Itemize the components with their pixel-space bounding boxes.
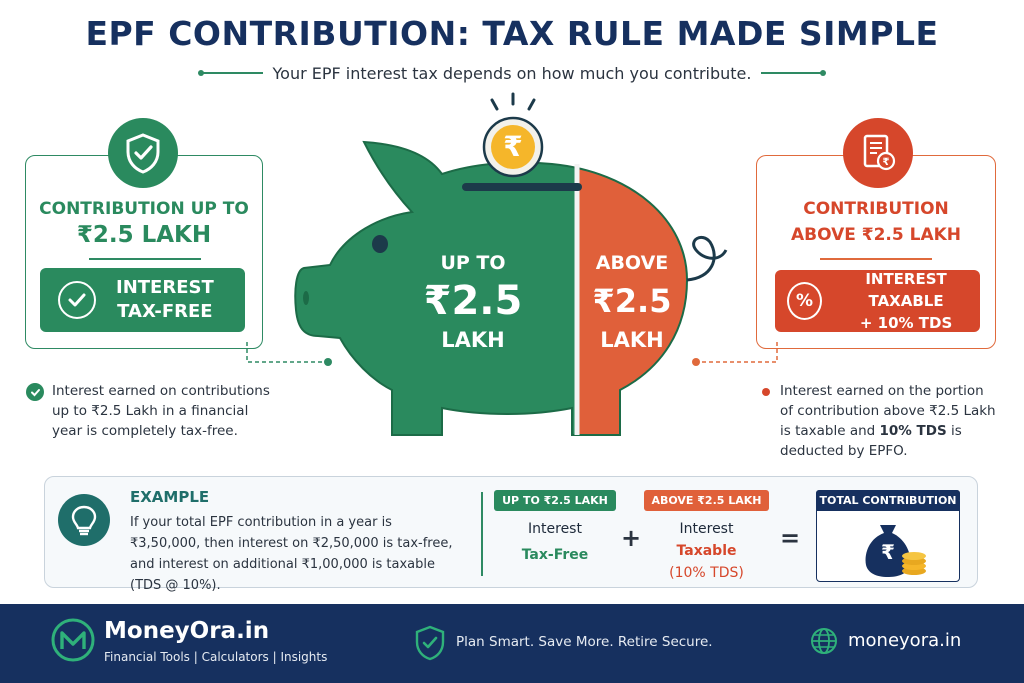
check-circle-icon bbox=[58, 281, 96, 319]
footer bbox=[0, 604, 1024, 683]
right-card-heading: CONTRIBUTION ABOVE ₹2.5 LAKH bbox=[756, 196, 996, 248]
right-heading-line2: ABOVE ₹2.5 LAKH bbox=[790, 225, 962, 245]
taxable-pill: % INTEREST TAXABLE + 10% TDS bbox=[775, 270, 980, 332]
coin-symbol: ₹ bbox=[503, 130, 523, 163]
left-heading-line2: ₹2.5 LAKH bbox=[76, 222, 212, 248]
equals-sign: = bbox=[780, 524, 801, 552]
right-note: Interest earned on the portion of contri… bbox=[780, 381, 1000, 461]
subtitle-row: Your EPF interest tax depends on how muc… bbox=[172, 62, 852, 84]
right-divider bbox=[820, 258, 932, 260]
right-note-part1: Interest earned on the portion of contri… bbox=[780, 383, 996, 439]
left-connector bbox=[246, 342, 332, 366]
total-tag: TOTAL CONTRIBUTION bbox=[816, 490, 960, 511]
check-icon bbox=[26, 383, 44, 401]
example-text: If your total EPF contribution in a year… bbox=[130, 515, 453, 593]
up-to-column: Interest Tax-Free bbox=[494, 518, 616, 566]
example-divider bbox=[481, 492, 483, 576]
piggy-orange-line2: ₹2.5 bbox=[592, 282, 672, 320]
website-link[interactable]: moneyora.in bbox=[848, 630, 962, 651]
decorative-line-left bbox=[197, 70, 263, 76]
decorative-line-right bbox=[761, 70, 827, 76]
footer-tagline: Plan Smart. Save More. Retire Secure. bbox=[456, 634, 713, 650]
left-divider bbox=[89, 258, 201, 260]
pill-line1: INTEREST TAXABLE bbox=[865, 270, 947, 310]
piggy-orange-label: ABOVE ₹2.5 LAKH bbox=[580, 250, 684, 354]
left-card-heading: CONTRIBUTION UP TO ₹2.5 LAKH bbox=[25, 196, 263, 248]
up-to-tag: UP TO ₹2.5 LAKH bbox=[494, 490, 616, 511]
page-title: EPF CONTRIBUTION: TAX RULE MADE SIMPLE bbox=[85, 14, 939, 53]
shield-check-icon bbox=[108, 118, 178, 188]
tax-document-icon: ₹ bbox=[843, 118, 913, 188]
svg-text:₹: ₹ bbox=[883, 157, 890, 168]
subtitle: Your EPF interest tax depends on how muc… bbox=[272, 63, 752, 83]
col1-line2: Tax-Free bbox=[521, 547, 589, 563]
tax-free-pill-text: INTEREST TAX-FREE bbox=[116, 276, 214, 324]
pill-line2: TAX-FREE bbox=[117, 301, 213, 322]
piggy-orange-line1: ABOVE bbox=[595, 252, 669, 274]
moneyora-logo-icon bbox=[51, 618, 95, 662]
col2-line3: (10% TDS) bbox=[669, 565, 744, 581]
col2-line2: Taxable bbox=[676, 543, 737, 559]
lightbulb-icon bbox=[58, 494, 110, 546]
right-note-part2: is deducted by EPFO. bbox=[780, 423, 962, 459]
left-heading-line1: CONTRIBUTION UP TO bbox=[39, 199, 249, 219]
above-tag: ABOVE ₹2.5 LAKH bbox=[644, 490, 769, 511]
col1-line1: Interest bbox=[528, 521, 582, 537]
bullet-dot bbox=[762, 388, 770, 396]
piggy-green-label: UP TO ₹2.5 LAKH bbox=[410, 250, 536, 354]
right-connector bbox=[692, 342, 778, 366]
pill-line2: + 10% TDS bbox=[859, 314, 953, 332]
col2-line1: Interest bbox=[679, 521, 734, 537]
brand-subtitle: Financial Tools | Calculators | Insights bbox=[104, 650, 328, 664]
shield-check-icon bbox=[415, 625, 445, 661]
above-column: Interest Taxable (10% TDS) bbox=[644, 518, 769, 584]
taxable-pill-text: INTEREST TAXABLE + 10% TDS bbox=[832, 268, 980, 334]
left-note: Interest earned on contributions up to ₹… bbox=[52, 383, 270, 439]
percent-icon: % bbox=[787, 282, 823, 320]
plus-sign: + bbox=[621, 524, 642, 552]
right-note-bold: 10% TDS bbox=[879, 423, 947, 439]
piggy-green-line2: ₹2.5 bbox=[423, 278, 523, 324]
globe-icon bbox=[811, 628, 837, 654]
rupee-coin-icon bbox=[482, 92, 544, 178]
piggy-bank-illustration bbox=[294, 140, 728, 436]
brand-name: MoneyOra.in bbox=[104, 618, 270, 644]
right-heading-line1: CONTRIBUTION bbox=[803, 199, 949, 219]
piggy-green-line3: LAKH bbox=[441, 328, 505, 352]
piggy-orange-line3: LAKH bbox=[600, 328, 664, 352]
example-title: EXAMPLE bbox=[130, 488, 210, 506]
piggy-green-line1: UP TO bbox=[440, 252, 506, 274]
bag-symbol: ₹ bbox=[881, 540, 895, 564]
pill-line1: INTEREST bbox=[116, 277, 214, 298]
tax-free-pill: INTEREST TAX-FREE bbox=[40, 268, 245, 332]
money-bag-icon bbox=[865, 525, 926, 577]
